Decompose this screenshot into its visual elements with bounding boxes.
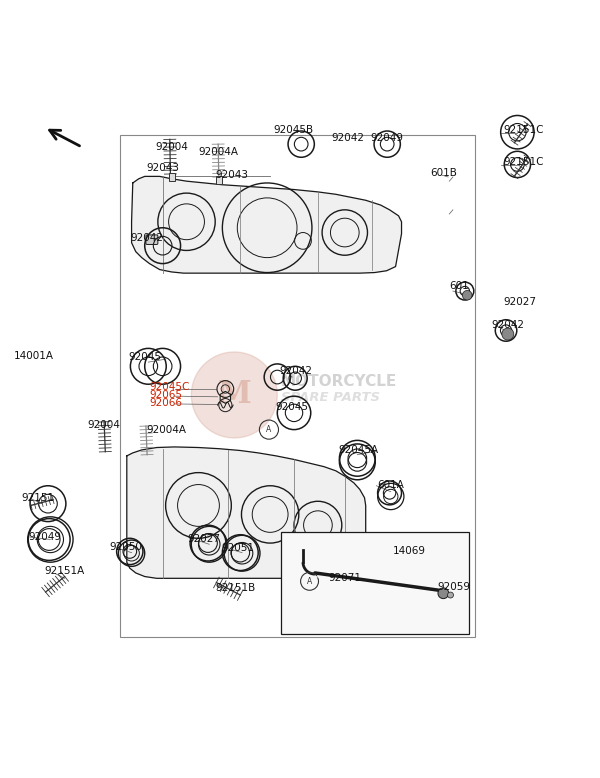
Text: 14001A: 14001A: [13, 351, 53, 361]
Text: 92045B: 92045B: [274, 125, 314, 135]
Text: 92043: 92043: [215, 170, 248, 180]
Text: 92071: 92071: [329, 573, 362, 584]
Text: A: A: [266, 425, 272, 434]
Text: 92059: 92059: [437, 582, 470, 592]
Bar: [119, 135, 475, 637]
Text: MOTORCYCLE: MOTORCYCLE: [281, 373, 397, 389]
Text: 92051: 92051: [221, 544, 254, 553]
Polygon shape: [131, 177, 401, 273]
FancyBboxPatch shape: [146, 235, 158, 244]
Text: 92042: 92042: [332, 133, 365, 143]
Text: 601: 601: [449, 282, 469, 291]
FancyBboxPatch shape: [217, 177, 223, 184]
Circle shape: [448, 592, 454, 598]
Text: 92151: 92151: [22, 492, 55, 503]
Text: 14069: 14069: [392, 546, 425, 556]
Text: 92004A: 92004A: [146, 425, 187, 435]
Text: 92050: 92050: [109, 542, 142, 552]
Text: 92004: 92004: [155, 142, 188, 152]
Text: 92151B: 92151B: [215, 583, 256, 593]
Text: 92151A: 92151A: [44, 566, 85, 576]
Text: SPARE PARTS: SPARE PARTS: [281, 391, 380, 404]
Circle shape: [502, 328, 514, 340]
Text: 92049: 92049: [29, 531, 62, 541]
Text: 92045: 92045: [128, 352, 161, 363]
Text: 92043: 92043: [146, 163, 179, 173]
Text: 92066: 92066: [149, 398, 182, 408]
Text: 92049: 92049: [370, 133, 403, 143]
Text: 92027: 92027: [188, 534, 221, 545]
Text: 601A: 601A: [377, 479, 404, 489]
Text: 601B: 601B: [430, 168, 457, 178]
Text: 92045: 92045: [275, 402, 308, 412]
Bar: [281, 532, 469, 634]
Circle shape: [438, 588, 449, 598]
Text: 92042: 92042: [130, 233, 163, 243]
Text: 92042: 92042: [491, 320, 524, 330]
FancyBboxPatch shape: [169, 173, 175, 180]
Text: 92065: 92065: [149, 390, 182, 400]
Text: A: A: [307, 576, 312, 586]
Circle shape: [463, 290, 472, 300]
Circle shape: [191, 352, 277, 438]
Text: 92027: 92027: [503, 297, 536, 307]
Text: M: M: [217, 380, 251, 411]
Polygon shape: [127, 447, 365, 578]
Text: 92151C: 92151C: [503, 124, 544, 135]
Text: 92045A: 92045A: [339, 445, 379, 455]
Text: 92004A: 92004A: [199, 147, 238, 157]
Text: 92004: 92004: [88, 420, 120, 429]
Text: 92151C: 92151C: [503, 157, 544, 167]
Text: 92042: 92042: [279, 366, 312, 376]
Text: 92045C: 92045C: [149, 382, 190, 392]
